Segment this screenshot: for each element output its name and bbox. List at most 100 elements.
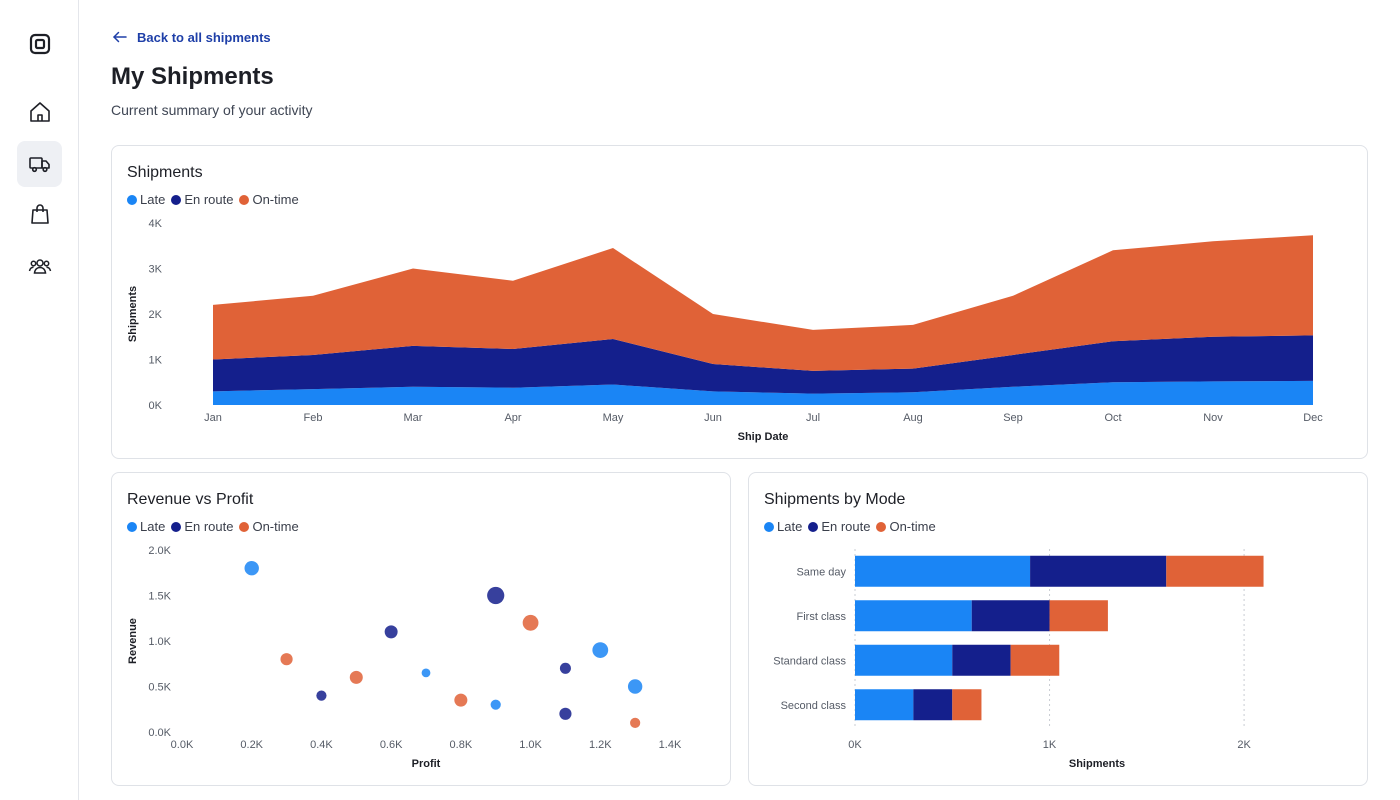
- nav-orders[interactable]: [17, 191, 62, 237]
- x-tick-label: 1K: [1043, 739, 1057, 751]
- x-tick-label: Jul: [806, 412, 820, 424]
- x-tick-label: Jan: [204, 412, 222, 424]
- y-tick-label: 2K: [149, 309, 163, 321]
- scatter-point-en-route[interactable]: [384, 625, 398, 639]
- back-link[interactable]: Back to all shipments: [111, 28, 271, 46]
- legend-en-route[interactable]: En route: [171, 519, 233, 534]
- sidebar: [0, 0, 79, 800]
- x-tick-label: 0K: [848, 739, 862, 751]
- x-tick-label: 2K: [1237, 739, 1251, 751]
- y-tick-label: 0.0K: [148, 727, 171, 739]
- legend-dot-en-route: [171, 194, 182, 205]
- category-label: Standard class: [773, 655, 846, 667]
- legend-late[interactable]: Late: [127, 519, 165, 534]
- x-tick-label: 0.4K: [310, 739, 333, 751]
- area-series-en-route[interactable]: [213, 335, 1313, 394]
- main-content: Back to all shipments My Shipments Curre…: [79, 0, 1400, 800]
- scatter-point-on-time[interactable]: [522, 614, 539, 631]
- x-tick-label: 1.4K: [659, 739, 682, 751]
- y-tick-label: 4K: [149, 218, 163, 230]
- x-axis-label: Ship Date: [738, 431, 789, 443]
- legend-dot-late: [127, 194, 137, 205]
- bar-first-class-late[interactable]: [855, 600, 972, 632]
- nav-shipments[interactable]: [17, 141, 62, 187]
- bar-standard-class-en-route[interactable]: [952, 644, 1011, 676]
- y-axis-label: Shipments: [127, 286, 139, 342]
- nav-customers[interactable]: [17, 243, 62, 289]
- bar-same-day-en-route[interactable]: [1030, 555, 1167, 587]
- bar-standard-class-late[interactable]: [855, 644, 953, 676]
- bar-second-class-late[interactable]: [855, 689, 914, 721]
- nav-home[interactable]: [17, 89, 62, 135]
- y-tick-label: 1K: [149, 355, 163, 367]
- home-icon: [29, 102, 50, 122]
- legend-dot-on-time: [239, 194, 250, 205]
- y-tick-label: 2.0K: [148, 545, 171, 557]
- scatter-point-en-route[interactable]: [487, 586, 505, 605]
- page-title: My Shipments: [111, 63, 274, 90]
- x-axis-label: Shipments: [1069, 758, 1125, 770]
- shipments-by-mode-card: Shipments by Mode Late En route On-time …: [748, 472, 1368, 786]
- y-tick-label: 0K: [149, 400, 163, 412]
- legend-late[interactable]: Late: [764, 519, 802, 534]
- x-tick-label: 0.8K: [450, 739, 473, 751]
- bar-first-class-en-route[interactable]: [971, 600, 1050, 632]
- category-label: Second class: [781, 700, 847, 712]
- x-tick-label: Feb: [304, 412, 323, 424]
- category-label: First class: [797, 611, 847, 623]
- scatter-point-on-time[interactable]: [630, 717, 641, 728]
- shipments-title: Shipments: [127, 164, 203, 181]
- x-tick-label: Apr: [504, 412, 521, 424]
- bar-same-day-late[interactable]: [855, 555, 1031, 587]
- scatter-point-late[interactable]: [490, 699, 501, 710]
- scatter-point-on-time[interactable]: [454, 693, 468, 707]
- scatter-point-on-time[interactable]: [280, 653, 293, 666]
- bar-second-class-en-route[interactable]: [913, 689, 953, 721]
- revenue-profit-scatter-chart: 0.0K 0.5K 1.0K 1.5K 2.0K 0.0K 0.2K 0.4K 0.6K 0.8K…: [127, 545, 682, 770]
- scatter-point-late[interactable]: [244, 561, 259, 576]
- bar-second-class-on-time[interactable]: [952, 689, 982, 721]
- scatter-point-en-route[interactable]: [559, 662, 571, 674]
- shopping-bag-icon: [30, 204, 49, 224]
- back-link-label: Back to all shipments: [137, 29, 271, 45]
- legend-dot-en-route: [171, 521, 182, 532]
- scatter-point-late[interactable]: [421, 668, 431, 678]
- shipments-legend: Late En route On-time: [127, 192, 299, 207]
- x-tick-label: Mar: [404, 412, 423, 424]
- shipments-by-mode-bar-chart: 0K 1K 2K Same day First class Standard class S…: [773, 549, 1264, 770]
- bar-same-day-on-time[interactable]: [1166, 555, 1264, 587]
- revenue-profit-title: Revenue vs Profit: [127, 491, 254, 508]
- scatter-point-late[interactable]: [627, 679, 643, 694]
- x-tick-label: May: [603, 412, 624, 424]
- scatter-point-en-route[interactable]: [559, 707, 572, 720]
- legend-late[interactable]: Late: [127, 192, 165, 207]
- y-tick-label: 1.0K: [148, 636, 171, 648]
- x-tick-label: 0.2K: [240, 739, 263, 751]
- legend-on-time[interactable]: On-time: [876, 519, 936, 534]
- y-tick-label: 3K: [149, 264, 163, 276]
- scatter-point-late[interactable]: [592, 642, 609, 658]
- x-tick-label: Oct: [1104, 412, 1121, 424]
- area-series-on-time[interactable]: [213, 235, 1313, 371]
- y-tick-label: 1.5K: [148, 591, 171, 603]
- truck-icon: [28, 157, 50, 173]
- bar-standard-class-on-time[interactable]: [1010, 644, 1060, 676]
- legend-on-time[interactable]: On-time: [239, 519, 299, 534]
- x-tick-label: Nov: [1203, 412, 1223, 424]
- legend-dot-on-time: [876, 521, 887, 532]
- logo-button[interactable]: [17, 21, 62, 67]
- page-subtitle: Current summary of your activity: [111, 102, 313, 118]
- x-tick-label: Sep: [1003, 412, 1023, 424]
- x-tick-label: Dec: [1303, 412, 1323, 424]
- legend-en-route[interactable]: En route: [171, 192, 233, 207]
- area-series-late[interactable]: [213, 380, 1313, 405]
- users-icon: [28, 259, 51, 274]
- category-label: Same day: [796, 566, 846, 578]
- y-axis-label: Revenue: [127, 618, 139, 664]
- legend-on-time[interactable]: On-time: [239, 192, 299, 207]
- scatter-point-on-time[interactable]: [349, 670, 363, 684]
- legend-en-route[interactable]: En route: [808, 519, 870, 534]
- bar-first-class-on-time[interactable]: [1049, 600, 1108, 632]
- scatter-point-en-route[interactable]: [316, 690, 327, 701]
- arrow-left-icon: [113, 31, 127, 43]
